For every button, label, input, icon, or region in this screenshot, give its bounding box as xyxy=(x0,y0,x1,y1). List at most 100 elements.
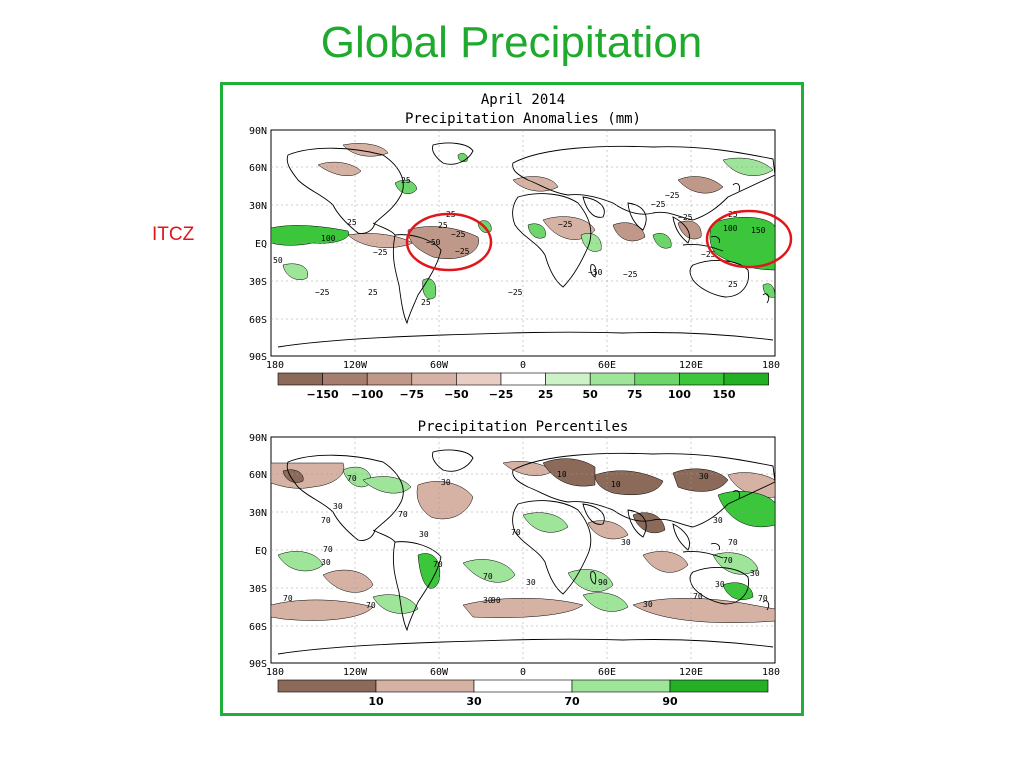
lon-label: 0 xyxy=(520,667,526,678)
top-map-coastlines xyxy=(277,142,776,348)
lat-label: 30N xyxy=(249,508,267,519)
coastline-india xyxy=(627,509,647,538)
top-map-gridlines xyxy=(271,130,775,356)
coastline-australia xyxy=(689,566,749,605)
legend-label: 75 xyxy=(627,388,642,401)
contour-label: 100 xyxy=(321,234,336,243)
contour-label: 30 xyxy=(621,538,631,547)
coastline-japan xyxy=(732,489,740,499)
legend-label: −50 xyxy=(444,388,469,401)
top-map-lat-axis: 90N 60N 30N EQ 30S 60S 90S xyxy=(249,126,267,363)
legend-swatch xyxy=(375,679,475,693)
percentile-region xyxy=(567,569,614,592)
percentile-region xyxy=(672,468,729,492)
legend-label: 90 xyxy=(662,695,678,708)
percentile-region xyxy=(594,470,664,496)
contour-label: 150 xyxy=(751,226,766,235)
legend-label: −75 xyxy=(400,388,425,401)
bottom-map-legend: 10 30 70 90 xyxy=(277,679,769,708)
contour-label: −25 xyxy=(701,250,716,259)
contour-label: 30 xyxy=(713,516,723,525)
percentile-region xyxy=(322,569,374,593)
coastline-india xyxy=(627,202,647,231)
legend-swatch xyxy=(322,372,368,386)
bottom-map-coastlines xyxy=(277,449,776,655)
percentile-region xyxy=(417,553,441,589)
itcz-circle-western-pacific xyxy=(705,209,793,269)
contour-label: −25 xyxy=(455,247,470,256)
contour-label: 70 xyxy=(347,474,357,483)
coastline-australia xyxy=(689,259,749,298)
anomaly-region xyxy=(652,233,672,249)
coastline-south-america xyxy=(392,234,442,325)
top-map-title-line2: Precipitation Anomalies (mm) xyxy=(405,111,641,127)
contour-label: 70 xyxy=(693,592,703,601)
lon-label: 0 xyxy=(520,360,526,371)
legend-swatch xyxy=(679,372,725,386)
anomaly-region xyxy=(612,222,646,242)
coastline-eurasia xyxy=(512,452,776,528)
coastline-greenland xyxy=(432,449,474,472)
contour-label: 30 xyxy=(441,478,451,487)
lon-label: 120W xyxy=(343,360,368,371)
contour-label: 25 xyxy=(421,298,431,307)
contour-label: 70 xyxy=(483,572,493,581)
lon-label: 120E xyxy=(679,667,703,678)
anomaly-region xyxy=(407,226,479,259)
legend-label: 30 xyxy=(466,695,482,708)
bottom-map-contour-labels: 70 30 70 30 70 30 70 30 10 10 30 70 30 3… xyxy=(283,470,768,610)
percentile-region xyxy=(462,559,516,583)
percentile-region xyxy=(282,469,304,483)
legend-swatch xyxy=(545,372,591,386)
legend-swatch xyxy=(669,679,769,693)
contour-label: 70 xyxy=(511,528,521,537)
lon-label: 180 xyxy=(266,360,284,371)
figure-frame: April 2014 Precipitation Anomalies (mm) xyxy=(220,82,804,716)
contour-label: −50 xyxy=(588,268,603,277)
percentile-region xyxy=(632,512,666,534)
contour-label: −25 xyxy=(678,213,693,222)
coastline-central-america xyxy=(372,529,396,543)
lon-label: 120W xyxy=(343,667,368,678)
legend-label: 25 xyxy=(538,388,553,401)
lat-label: EQ xyxy=(255,546,267,557)
percentile-region xyxy=(416,481,474,520)
contour-label: −25 xyxy=(623,270,638,279)
contour-label: −25 xyxy=(665,191,680,200)
contour-label: 10 xyxy=(611,480,621,489)
percentile-region xyxy=(712,552,759,575)
coastline-antarctica xyxy=(277,331,774,348)
top-map-anomaly-fills xyxy=(270,143,776,300)
percentile-region xyxy=(642,551,689,573)
contour-label: 30 xyxy=(699,472,709,481)
lat-label: 90S xyxy=(249,659,267,670)
coastline-north-america xyxy=(286,454,404,541)
percentile-region xyxy=(270,599,374,621)
contour-label: 70 xyxy=(433,560,443,569)
contour-label: 70 xyxy=(323,545,333,554)
contour-label: 25 xyxy=(728,280,738,289)
contour-label: 30 xyxy=(750,569,760,578)
legend-label: 150 xyxy=(713,388,736,401)
percentile-region xyxy=(727,472,776,498)
itcz-circle-south-america xyxy=(405,212,493,272)
legend-swatch xyxy=(411,372,457,386)
lon-label: 180 xyxy=(762,667,780,678)
top-map-contour-labels: 25 25 25 25 −25 −50 −25 −25 50 100 −25 2… xyxy=(273,176,766,307)
anomaly-region xyxy=(542,216,596,240)
legend-swatch xyxy=(571,679,671,693)
lat-label: 60N xyxy=(249,163,267,174)
bottom-map-gridlines xyxy=(271,437,775,663)
coastline-japan xyxy=(732,182,740,192)
lon-label: 60E xyxy=(598,360,616,371)
legend-swatch xyxy=(473,679,573,693)
anomaly-region xyxy=(270,225,350,246)
lat-label: 30S xyxy=(249,584,267,595)
anomaly-region xyxy=(422,278,437,300)
percentile-region xyxy=(542,458,596,487)
contour-label: 30 xyxy=(715,580,725,589)
top-map-panel: 25 25 25 25 −25 −50 −25 −25 50 100 −25 2… xyxy=(270,129,793,357)
top-map-legend: −150 −100 −75 −50 −25 25 50 75 100 150 xyxy=(277,372,769,401)
legend-swatch xyxy=(456,372,502,386)
contour-label: −25 xyxy=(558,220,573,229)
